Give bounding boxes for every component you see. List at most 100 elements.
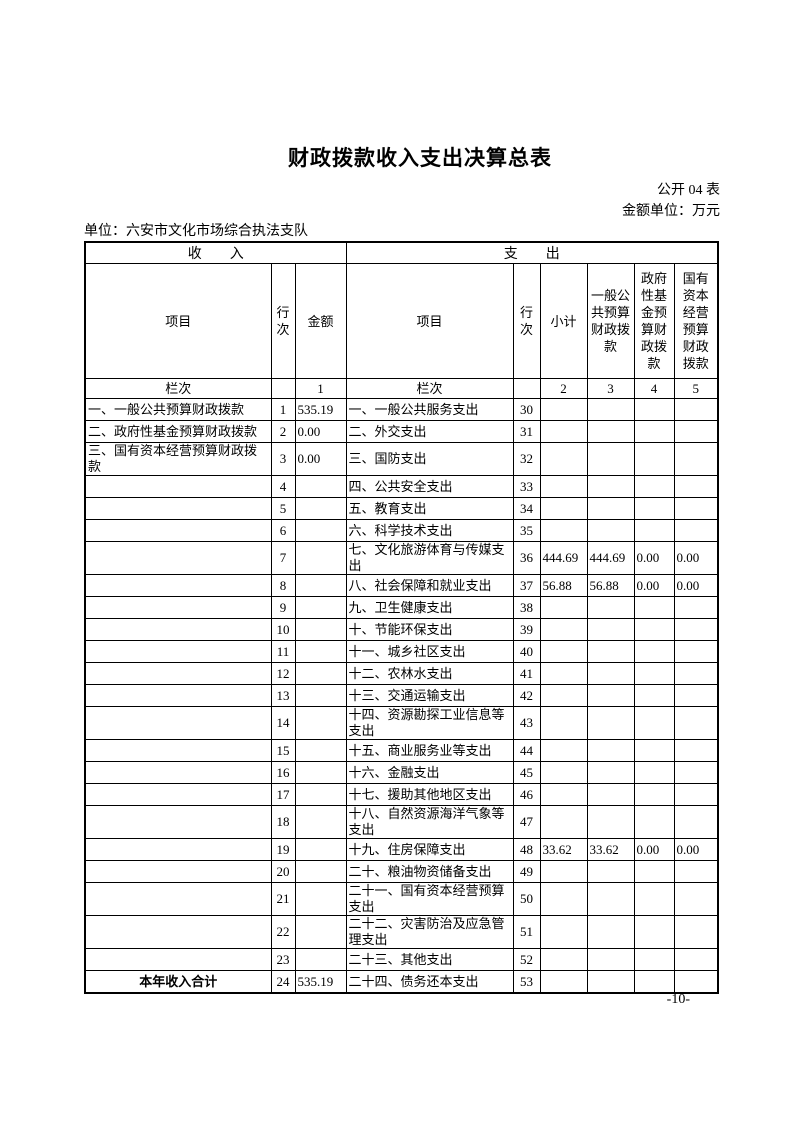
cell-expense-line: 52 <box>512 948 541 971</box>
page-number: -10- <box>666 992 690 1007</box>
cell-income-line: 11 <box>270 640 296 663</box>
cell-expense-item: 十五、商业服务业等支出 <box>345 739 514 762</box>
cell-income-line: 18 <box>270 805 296 839</box>
cell-general-budget <box>586 618 635 641</box>
col-header-income-amount: 金额 <box>294 263 347 379</box>
cell-general-budget <box>586 805 635 839</box>
cell-income-amount <box>294 497 347 520</box>
cell-income-line: 7 <box>270 541 296 575</box>
table-row: 二、政府性基金预算财政拨款 2 0.00 二、外交支出 31 <box>84 420 719 443</box>
cell-income-item: 本年收入合计 <box>84 970 272 994</box>
cell-income-line: 19 <box>270 838 296 861</box>
cell-gov-fund: 0.00 <box>633 574 675 597</box>
page-title: 财政拨款收入支出决算总表 <box>288 147 552 170</box>
section-header-row: 收 入 支 出 <box>84 241 719 264</box>
index-income-line <box>270 378 296 399</box>
cell-gov-fund: 0.00 <box>633 838 675 861</box>
cell-state-capital <box>673 519 719 542</box>
cell-expense-line: 30 <box>512 398 541 421</box>
cell-income-amount <box>294 948 347 971</box>
cell-gov-fund <box>633 596 675 619</box>
cell-expense-line: 39 <box>512 618 541 641</box>
cell-general-budget <box>586 420 635 443</box>
cell-income-line: 2 <box>270 420 296 443</box>
cell-income-amount <box>294 761 347 784</box>
table-row: 18 十八、自然资源海洋气象等支出 47 <box>84 805 719 839</box>
cell-expense-line: 50 <box>512 882 541 916</box>
cell-state-capital <box>673 442 719 476</box>
table-row: 6 六、科学技术支出 35 <box>84 519 719 542</box>
cell-expense-line: 44 <box>512 739 541 762</box>
cell-general-budget <box>586 596 635 619</box>
cell-expense-item: 十一、城乡社区支出 <box>345 640 514 663</box>
cell-state-capital <box>673 662 719 685</box>
doc-meta-block: 公开 04 表 金额单位：万元 <box>622 180 720 222</box>
cell-income-item <box>84 761 272 784</box>
cell-expense-item: 十八、自然资源海洋气象等支出 <box>345 805 514 839</box>
table-row: 12 十二、农林水支出 41 <box>84 662 719 685</box>
cell-general-budget <box>586 684 635 707</box>
cell-income-amount <box>294 541 347 575</box>
cell-income-item <box>84 860 272 883</box>
cell-general-budget: 444.69 <box>586 541 635 575</box>
cell-gov-fund <box>633 519 675 542</box>
cell-state-capital: 0.00 <box>673 574 719 597</box>
cell-expense-item: 三、国防支出 <box>345 442 514 476</box>
cell-expense-item: 二十二、灾害防治及应急管理支出 <box>345 915 514 949</box>
income-section-header: 收 入 <box>84 241 347 264</box>
cell-expense-item: 十、节能环保支出 <box>345 618 514 641</box>
cell-general-budget <box>586 970 635 994</box>
cell-expense-item: 六、科学技术支出 <box>345 519 514 542</box>
cell-state-capital <box>673 398 719 421</box>
cell-state-capital <box>673 706 719 740</box>
cell-state-capital <box>673 739 719 762</box>
cell-income-amount <box>294 596 347 619</box>
cell-income-item <box>84 948 272 971</box>
cell-income-item <box>84 497 272 520</box>
cell-subtotal <box>539 596 588 619</box>
cell-income-item <box>84 519 272 542</box>
cell-subtotal <box>539 783 588 806</box>
cell-expense-item: 二十一、国有资本经营预算支出 <box>345 882 514 916</box>
table-row: 11 十一、城乡社区支出 40 <box>84 640 719 663</box>
cell-income-amount <box>294 684 347 707</box>
cell-income-line: 6 <box>270 519 296 542</box>
cell-income-line: 9 <box>270 596 296 619</box>
column-index-row: 栏次 1 栏次 2 3 4 5 <box>84 378 719 399</box>
cell-income-line: 1 <box>270 398 296 421</box>
cell-gov-fund <box>633 805 675 839</box>
index-general: 3 <box>586 378 635 399</box>
col-header-state-capital: 国有 资本 经营 预算 财政 拨款 <box>673 263 719 379</box>
cell-gov-fund <box>633 783 675 806</box>
table-row: 21 二十一、国有资本经营预算支出 50 <box>84 882 719 916</box>
cell-income-item <box>84 739 272 762</box>
cell-expense-item: 一、一般公共服务支出 <box>345 398 514 421</box>
cell-income-amount <box>294 574 347 597</box>
cell-expense-item: 八、社会保障和就业支出 <box>345 574 514 597</box>
cell-expense-line: 32 <box>512 442 541 476</box>
cell-general-budget <box>586 739 635 762</box>
cell-subtotal <box>539 915 588 949</box>
cell-state-capital <box>673 805 719 839</box>
cell-state-capital <box>673 860 719 883</box>
cell-general-budget <box>586 948 635 971</box>
cell-expense-line: 47 <box>512 805 541 839</box>
table-row: 14 十四、资源勘探工业信息等支出 43 <box>84 706 719 740</box>
cell-income-line: 23 <box>270 948 296 971</box>
cell-gov-fund: 0.00 <box>633 541 675 575</box>
cell-income-item <box>84 475 272 498</box>
cell-income-item <box>84 574 272 597</box>
table-row: 7 七、文化旅游体育与传媒支出 36 444.69 444.69 0.00 0.… <box>84 541 719 575</box>
table-body: 一、一般公共预算财政拨款 1 535.19 一、一般公共服务支出 30 二、政府… <box>84 398 719 994</box>
cell-income-line: 13 <box>270 684 296 707</box>
cell-general-budget <box>586 860 635 883</box>
cell-subtotal <box>539 420 588 443</box>
cell-income-amount <box>294 618 347 641</box>
col-header-expense-item: 项目 <box>345 263 514 379</box>
table-row: 三、国有资本经营预算财政拨款 3 0.00 三、国防支出 32 <box>84 442 719 476</box>
cell-general-budget <box>586 915 635 949</box>
cell-income-item <box>84 618 272 641</box>
table-row: 8 八、社会保障和就业支出 37 56.88 56.88 0.00 0.00 <box>84 574 719 597</box>
cell-gov-fund <box>633 915 675 949</box>
cell-income-amount <box>294 519 347 542</box>
